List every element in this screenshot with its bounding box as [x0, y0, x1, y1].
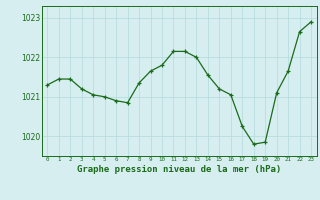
- X-axis label: Graphe pression niveau de la mer (hPa): Graphe pression niveau de la mer (hPa): [77, 165, 281, 174]
